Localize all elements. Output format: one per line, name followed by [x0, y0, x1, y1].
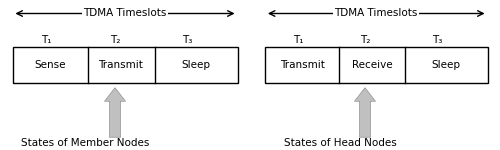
FancyArrow shape [354, 88, 376, 137]
Bar [265, 46, 488, 83]
Text: Transmit: Transmit [98, 60, 144, 70]
Text: States of Head Nodes: States of Head Nodes [284, 138, 397, 148]
Text: T₁: T₁ [41, 35, 51, 45]
Text: TDMA Timeslots: TDMA Timeslots [334, 9, 418, 18]
Text: T₃: T₃ [432, 35, 442, 45]
Text: T₃: T₃ [182, 35, 192, 45]
Bar [12, 46, 237, 83]
Text: Receive: Receive [352, 60, 393, 70]
Text: T₂: T₂ [110, 35, 120, 45]
FancyArrow shape [104, 88, 126, 137]
Text: Sleep: Sleep [182, 60, 210, 70]
Text: T₂: T₂ [360, 35, 370, 45]
Text: TDMA Timeslots: TDMA Timeslots [84, 9, 166, 18]
Text: T₁: T₁ [293, 35, 303, 45]
Text: Sense: Sense [34, 60, 66, 70]
Text: Transmit: Transmit [280, 60, 324, 70]
Text: States of Member Nodes: States of Member Nodes [21, 138, 149, 148]
Text: Sleep: Sleep [432, 60, 460, 70]
